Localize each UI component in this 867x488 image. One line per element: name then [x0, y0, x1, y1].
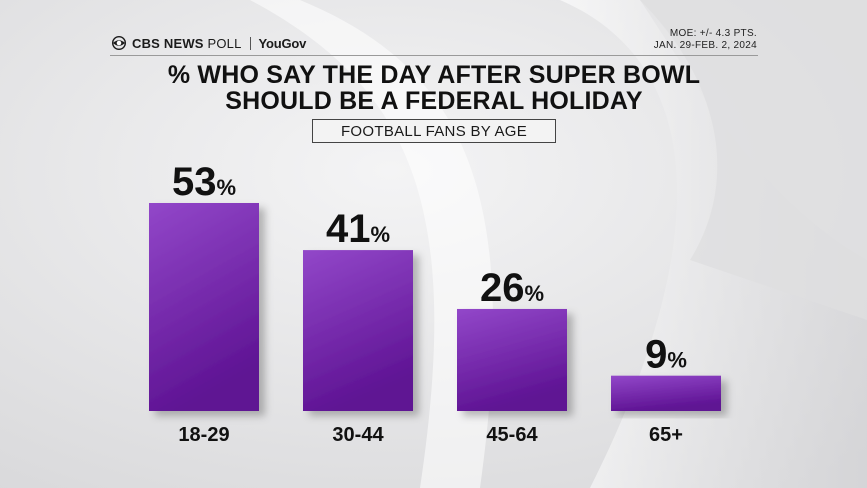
poll-info: MOE: +/- 4.3 PTS. JAN. 29-FEB. 2, 2024 [654, 28, 757, 52]
bar-65+ [611, 375, 721, 411]
value-label-18-29: 53% [172, 160, 236, 204]
category-label-45-64: 45-64 [486, 424, 538, 446]
header-rule [110, 55, 758, 56]
category-label-18-29: 18-29 [178, 424, 229, 446]
bar-45-64 [457, 308, 567, 411]
bar-18-29 [149, 203, 259, 411]
brand-divider [249, 36, 251, 50]
poll-dates: JAN. 29-FEB. 2, 2024 [653, 40, 757, 51]
brand-name: CBS NEWS POLL [132, 35, 242, 51]
category-label-30-44: 30-44 [332, 424, 384, 446]
value-label-45-64: 26% [480, 266, 544, 310]
brand-lockup: CBS NEWS POLL YouGov [112, 35, 306, 51]
cbs-eye-icon [112, 36, 126, 50]
bar-30-44 [303, 250, 413, 411]
value-label-65+: 9% [645, 333, 687, 377]
chart-title: % WHO SAY THE DAY AFTER SUPER BOWL SHOUL… [110, 62, 758, 114]
partner-name: YouGov [258, 35, 307, 51]
chart-title-line-1: % WHO SAY THE DAY AFTER SUPER BOWL [167, 61, 701, 89]
background-swoosh [640, 0, 867, 320]
category-label-65+: 65+ [649, 424, 683, 446]
value-label-30-44: 41% [326, 207, 390, 251]
chart-title-line-2: SHOULD BE A FEDERAL HOLIDAY [225, 87, 643, 115]
margin-of-error: MOE: +/- 4.3 PTS. [669, 28, 757, 39]
chart-subtitle: FOOTBALL FANS BY AGE [312, 119, 556, 143]
